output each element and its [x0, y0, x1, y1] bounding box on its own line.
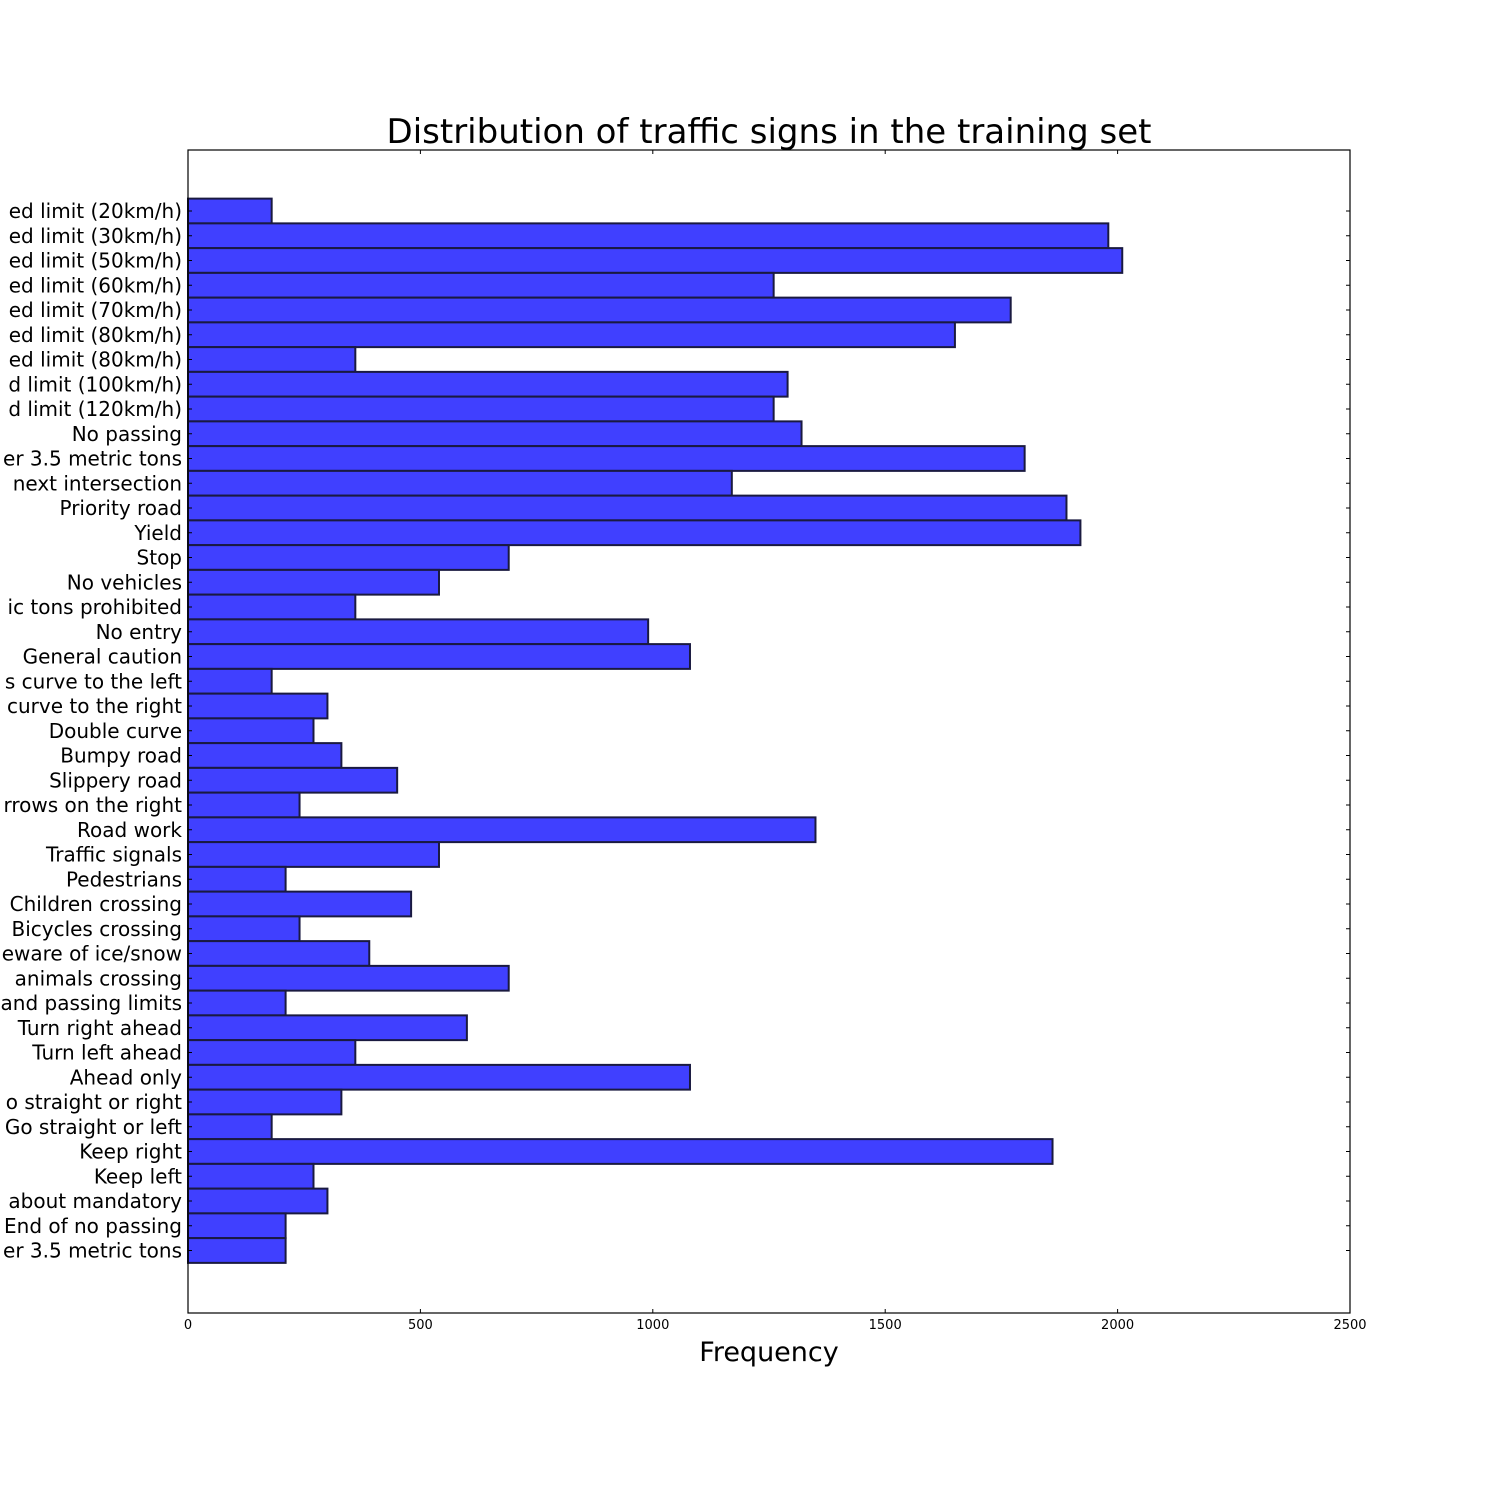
- bar: [187, 1162, 315, 1190]
- x-tick-label: 1500: [869, 1318, 902, 1333]
- y-tick-label: Stop: [137, 546, 182, 570]
- y-tick-label: Yield: [133, 521, 182, 545]
- y-tick-label: o straight or right: [6, 1090, 182, 1114]
- bar: [187, 766, 399, 794]
- y-tick-label: No vehicles: [67, 570, 182, 594]
- y-tick-label: Turn left ahead: [31, 1041, 182, 1065]
- bar: [187, 321, 956, 349]
- y-tick-label: curve to the right: [7, 694, 182, 718]
- x-tick-label: 2000: [1101, 1318, 1134, 1333]
- bar: [187, 197, 273, 225]
- bar: [187, 643, 691, 670]
- bars: [187, 197, 1124, 1264]
- bar: [187, 568, 440, 596]
- bar: [187, 890, 413, 918]
- bar: [187, 717, 315, 745]
- bar: [187, 1014, 468, 1042]
- chart-title: Distribution of traffic signs in the tra…: [387, 112, 1152, 152]
- bar: [187, 1237, 287, 1264]
- bar: [187, 395, 775, 423]
- y-tick-label: Turn right ahead: [17, 1016, 182, 1040]
- bar: [187, 420, 803, 448]
- y-tick-label: Keep right: [79, 1140, 182, 1164]
- y-tick-label: End of no passing: [4, 1214, 182, 1238]
- bar: [187, 667, 273, 695]
- x-axis-label: Frequency: [699, 1337, 839, 1368]
- bar: [187, 370, 789, 398]
- y-tick-label: Double curve: [49, 719, 182, 743]
- x-tick-label: 0: [184, 1318, 192, 1333]
- y-tick-label: animals crossing: [15, 966, 182, 990]
- y-tick-label: No passing: [72, 422, 182, 446]
- bar: [187, 1113, 273, 1141]
- y-tick-label: ed limit (50km/h): [9, 249, 182, 273]
- bar: [187, 841, 440, 868]
- bar: [187, 1187, 329, 1215]
- y-tick-label: No entry: [96, 620, 183, 644]
- plot-frame: [187, 149, 1351, 1314]
- bar: [187, 271, 775, 299]
- bar: [187, 791, 301, 819]
- y-tick-label: Priority road: [59, 496, 182, 520]
- bar: [187, 445, 1026, 472]
- bar: [187, 346, 357, 373]
- bar: [187, 1063, 691, 1091]
- y-tick-label: General caution: [23, 645, 182, 669]
- x-tick-label: 2500: [1333, 1318, 1366, 1333]
- y-tick-label: Ahead only: [70, 1065, 182, 1089]
- y-tick-label: ed limit (30km/h): [9, 224, 182, 248]
- y-tick-label: ed limit (20km/h): [9, 199, 182, 223]
- y-tick-label: rrows on the right: [4, 793, 183, 817]
- bar: [187, 519, 1082, 547]
- y-tick-label: d limit (120km/h): [8, 397, 182, 421]
- y-tick-label: and passing limits: [1, 991, 182, 1015]
- bar: [187, 494, 1068, 522]
- y-tick-label: ed limit (80km/h): [9, 348, 182, 372]
- y-tick-label: s curve to the left: [5, 669, 182, 693]
- bar: [187, 865, 287, 893]
- bar: [187, 1212, 287, 1240]
- bar: [187, 816, 817, 844]
- x-tick-label: 500: [408, 1318, 433, 1333]
- y-tick-label: Pedestrians: [66, 867, 182, 891]
- axis-ticks: ed limit (20km/h)ed limit (30km/h)ed lim…: [1, 150, 1367, 1333]
- bar: [187, 1039, 357, 1066]
- y-tick-label: Keep left: [94, 1164, 182, 1188]
- y-tick-label: Slippery road: [49, 768, 182, 792]
- bar: [187, 618, 650, 646]
- y-tick-label: Traffic signals: [45, 843, 182, 867]
- y-tick-label: eware of ice/snow: [2, 942, 182, 966]
- bar: [187, 544, 510, 571]
- bar: [187, 989, 287, 1017]
- y-tick-label: ed limit (80km/h): [9, 323, 182, 347]
- bar: [187, 1138, 1054, 1165]
- y-tick-label: Children crossing: [10, 892, 182, 916]
- bar: [187, 247, 1124, 274]
- y-tick-label: ed limit (60km/h): [9, 273, 182, 297]
- y-tick-label: Road work: [77, 818, 182, 842]
- y-tick-label: about mandatory: [8, 1189, 182, 1213]
- bar: [187, 1088, 343, 1116]
- y-tick-label: next intersection: [13, 471, 182, 495]
- x-tick-label: 1000: [636, 1318, 669, 1333]
- bar: [187, 296, 1012, 324]
- bar: [187, 222, 1110, 250]
- y-tick-label: Go straight or left: [5, 1115, 182, 1139]
- y-tick-label: ed limit (70km/h): [9, 298, 182, 322]
- bar: [187, 742, 343, 769]
- y-tick-label: er 3.5 metric tons: [3, 1239, 182, 1263]
- bar: [187, 915, 301, 943]
- y-tick-label: d limit (100km/h): [8, 372, 182, 396]
- bar: [187, 964, 510, 992]
- y-tick-label: ic tons prohibited: [8, 595, 182, 619]
- bar: [187, 940, 371, 967]
- bar: [187, 469, 733, 497]
- bar: [187, 692, 329, 720]
- y-tick-label: Bicycles crossing: [11, 917, 182, 941]
- y-tick-label: Bumpy road: [60, 744, 182, 768]
- bar: [187, 593, 357, 621]
- y-tick-label: er 3.5 metric tons: [3, 447, 182, 471]
